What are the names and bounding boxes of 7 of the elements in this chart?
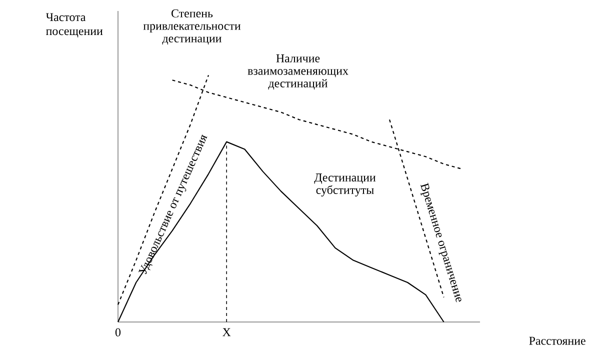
text: Степень привлекательности дестинации (143, 9, 241, 45)
annotation: Дестинации субституты (314, 174, 376, 196)
annotation: Наличие взаимозаменяющих дестинаций (248, 54, 348, 90)
x-tick-label: X (222, 328, 231, 336)
y-axis-title: Частота посещении (46, 13, 103, 38)
x-tick-label: 0 (115, 328, 121, 336)
x-axis-title: Расстояние (529, 336, 586, 345)
